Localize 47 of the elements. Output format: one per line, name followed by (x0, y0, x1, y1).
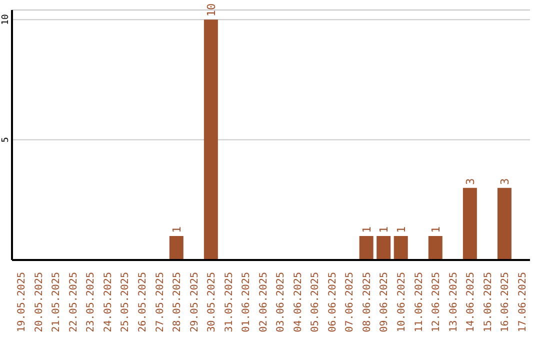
y-tick-label: 5 (1, 137, 11, 143)
x-tick-label: 11.06.2025 (414, 272, 425, 332)
x-tick-label: 28.05.2025 (172, 272, 184, 332)
x-tick-label: 13.06.2025 (448, 272, 460, 332)
data-label: 3 (498, 178, 512, 185)
x-tick-label: 02.06.2025 (258, 272, 270, 332)
bar (394, 236, 408, 260)
x-tick-label: 20.05.2025 (34, 272, 45, 332)
data-label: 1 (378, 226, 391, 233)
bar (204, 20, 218, 260)
x-tick-label: 09.06.2025 (379, 272, 390, 332)
x-tick-label: 23.05.2025 (86, 272, 97, 332)
x-tick-label: 16.06.2025 (500, 272, 512, 332)
x-tick-label: 22.05.2025 (68, 272, 80, 332)
data-label: 3 (464, 178, 477, 185)
x-tick-label: 19.05.2025 (16, 272, 28, 332)
bar (359, 236, 374, 260)
x-tick-label: 31.05.2025 (224, 272, 235, 332)
bar (376, 236, 391, 260)
bar (497, 188, 512, 260)
x-tick-label: 17.06.2025 (517, 272, 528, 332)
bar (169, 236, 184, 260)
x-tick-label: 30.05.2025 (206, 272, 218, 332)
x-tick-label: 01.06.2025 (241, 272, 252, 332)
x-tick-label: 26.05.2025 (138, 272, 148, 332)
data-label: 10 (204, 3, 218, 17)
data-label: 1 (394, 226, 408, 233)
x-tick-label: 27.05.2025 (154, 272, 166, 332)
data-label: 1 (170, 226, 184, 233)
x-tick-label: 10.06.2025 (396, 272, 408, 332)
x-tick-label: 07.06.2025 (344, 272, 356, 332)
x-tick-label: 21.05.2025 (51, 272, 62, 332)
x-tick-label: 05.06.2025 (310, 272, 322, 332)
x-tick-label: 06.06.2025 (327, 272, 338, 332)
bar (462, 188, 477, 260)
x-tick-label: 12.06.2025 (431, 272, 442, 332)
x-tick-label: 08.06.2025 (362, 272, 373, 332)
data-label: 1 (429, 226, 442, 233)
x-tick-label: 15.06.2025 (482, 272, 494, 332)
x-tick-label: 03.06.2025 (276, 272, 287, 332)
bar (428, 236, 442, 260)
x-tick-label: 25.05.2025 (120, 272, 132, 332)
x-tick-label: 29.05.2025 (189, 272, 200, 332)
data-label: 1 (360, 226, 374, 233)
x-tick-label: 04.06.2025 (292, 272, 304, 332)
x-tick-label: 24.05.2025 (102, 272, 114, 332)
x-tick-label: 14.06.2025 (466, 272, 477, 332)
